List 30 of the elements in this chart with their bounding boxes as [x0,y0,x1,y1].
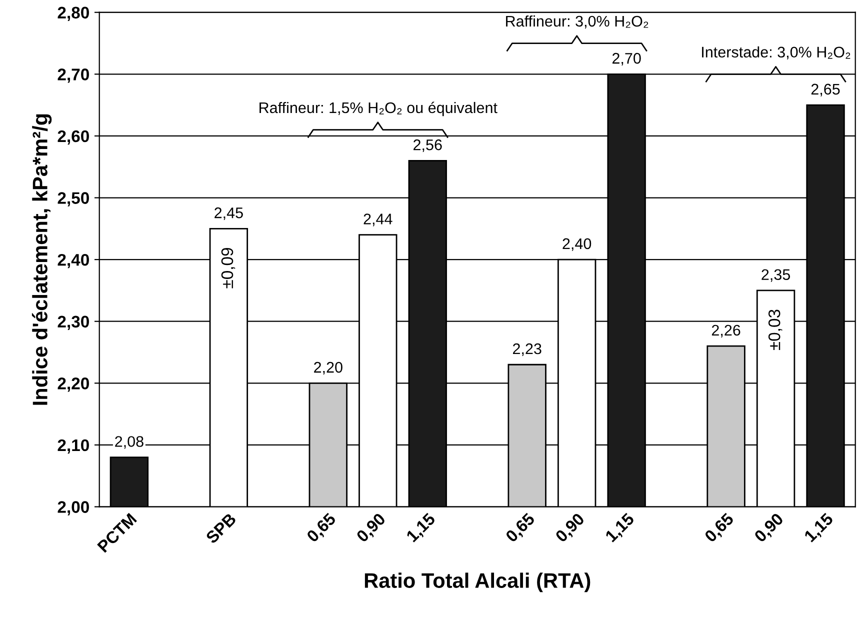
data-label: 2,08 [115,436,144,449]
annotation: Interstade: 3,0% H₂O₂ [702,46,850,60]
data-label: 2,26 [712,324,740,338]
x-tick-label: 0,90 [554,512,587,544]
y-tick-label: 2,50 [58,192,89,206]
data-label: 2,23 [513,343,542,356]
annotation: ±0,09 [221,248,236,288]
x-tick-label: 0,90 [754,512,786,544]
data-label: 2,20 [314,362,342,375]
data-label: 2,70 [612,52,641,66]
y-tick-label: 2,40 [58,254,89,268]
x-axis-title: Ratio Total Alcali (RTA) [364,572,590,592]
y-tick-label: 2,10 [58,439,89,454]
annotation: Raffineur: 1,5% H₂O₂ ou équivalent [260,102,498,116]
annotation: ±0,03 [768,310,782,350]
data-label: 2,65 [811,84,840,96]
y-tick-label: 2,20 [58,378,89,392]
y-tick-label: 2,80 [58,6,89,21]
y-tick-label: 2,60 [58,130,89,145]
y-tick-label: 2,30 [58,316,89,330]
data-label: 2,40 [562,238,592,251]
data-label: 2,56 [414,139,442,152]
y-axis-title: Indice d'éclatement, kPa*m²/g [32,114,52,405]
data-label: 2,44 [364,214,392,226]
annotation: Raffineur: 3,0% H₂O₂ [506,15,648,28]
x-tick-label: 0,90 [356,512,388,544]
y-tick-label: 2,00 [58,501,89,516]
data-label: 2,45 [214,207,243,220]
data-label: 2,35 [762,269,790,282]
y-tick-label: 2,70 [58,68,89,83]
